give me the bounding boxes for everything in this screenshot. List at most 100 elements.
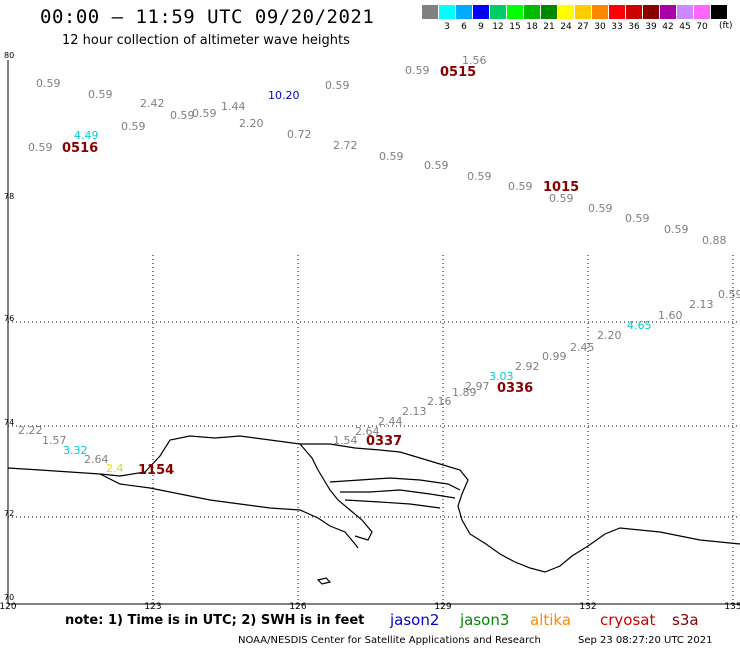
coastline-lena-delta	[299, 443, 373, 541]
legend-swatch	[609, 5, 625, 19]
legend-swatch	[626, 5, 642, 19]
wave-height-value: 0.99	[542, 350, 567, 363]
legend-label: 3	[444, 22, 450, 32]
legend-swatch	[524, 5, 540, 19]
legend-swatch	[473, 5, 489, 19]
legend-label: 30	[594, 22, 606, 32]
wave-height-value: 3.03	[489, 370, 514, 383]
wave-height-value: 0.59	[508, 180, 533, 193]
wave-height-value: 0.59	[549, 192, 574, 205]
legend-label: 36	[628, 22, 640, 32]
wave-height-value: 0.59	[170, 109, 195, 122]
wave-height-value: 2.45	[570, 341, 595, 354]
wave-height-value: 2.92	[515, 360, 540, 373]
pass-time: 0516	[62, 141, 98, 156]
legend-label: 21	[543, 22, 555, 32]
legend-swatch	[541, 5, 557, 19]
coastline-mainland	[7, 435, 740, 573]
legend-swatch	[592, 5, 608, 19]
wave-height-value: 0.59	[28, 141, 53, 154]
lat-label: 76	[4, 314, 14, 323]
lat-label: 78	[4, 192, 14, 201]
credit-line: NOAA/NESDIS Center for Satellite Applica…	[238, 635, 541, 646]
wave-height-value: 0.59	[467, 170, 492, 183]
wave-height-value: 2.20	[239, 117, 264, 130]
wave-height-value: 1.56	[462, 54, 487, 67]
lat-label: 80	[4, 51, 14, 60]
wave-height-value: 2.64	[355, 425, 380, 438]
satellite-cryosat: cryosat	[600, 611, 656, 629]
legend-label: 42	[662, 22, 674, 32]
legend-label: 12	[492, 22, 504, 32]
wave-height-value: 2.20	[597, 329, 622, 342]
pass-time: 0337	[366, 434, 402, 449]
wave-height-value: 0.59	[718, 288, 740, 301]
legend-swatch	[677, 5, 693, 19]
wave-height-value: 0.59	[88, 88, 113, 101]
wave-height-value: 2.22	[18, 424, 43, 437]
wave-height-value: 0.59	[192, 107, 217, 120]
wave-height-value: 0.59	[424, 159, 449, 172]
wave-height-value: 1.54	[333, 434, 358, 447]
legend-swatch	[660, 5, 676, 19]
map-title: 00:00 – 11:59 UTC 09/20/2021	[40, 6, 375, 28]
wave-height-value: 0.59	[664, 223, 689, 236]
satellite-jason3: jason3	[460, 611, 510, 629]
pass-time: 1154	[138, 463, 174, 478]
wave-height-value: 0.59	[588, 202, 613, 215]
pass-time-labels: 0516 0515 1015 0336 0337 1154	[62, 65, 579, 478]
lat-label: 74	[4, 418, 14, 427]
coastline-bay-inner	[329, 477, 461, 509]
legend-label: 45	[679, 22, 691, 32]
footer-note: note: 1) Time is in UTC; 2) SWH is in fe…	[65, 613, 365, 628]
wave-height-value: 10.20	[268, 89, 300, 102]
wave-height-value: 2.97	[465, 380, 490, 393]
map-subtitle: 12 hour collection of altimeter wave hei…	[62, 33, 350, 48]
legend-label: 39	[645, 22, 657, 32]
satellite-altika: altika	[530, 611, 572, 629]
wave-height-value: 2.42	[140, 97, 165, 110]
legend-label: 27	[577, 22, 589, 32]
wave-height-value: 1.89	[452, 386, 477, 399]
lon-label: 129	[434, 602, 451, 612]
wave-height-value: 0.59	[325, 79, 350, 92]
legend-label: 15	[509, 22, 521, 32]
lat-label: 70	[4, 593, 14, 602]
wave-height-value: 1.57	[42, 434, 67, 447]
legend-label: 70	[696, 22, 708, 32]
wave-height-value: 2.44	[378, 415, 403, 428]
wave-height-value: 2.72	[333, 139, 358, 152]
wave-height-value: 0.59	[379, 150, 404, 163]
legend-swatch	[558, 5, 574, 19]
pass-time: 0515	[440, 65, 476, 80]
legend-label: 33	[611, 22, 623, 32]
wave-height-value: 1.44	[221, 100, 246, 113]
wave-height-value: 4.65	[627, 319, 652, 332]
lon-label: 120	[0, 602, 17, 612]
legend-label: 9	[478, 22, 484, 32]
pass-time: 1015	[543, 180, 579, 195]
lon-label: 132	[579, 602, 596, 612]
wave-height-value: 0.72	[287, 128, 312, 141]
coastline	[7, 435, 740, 585]
wave-height-value: 2.13	[689, 298, 714, 311]
lon-label: 135	[724, 602, 740, 612]
legend-swatch	[490, 5, 506, 19]
wave-height-labels: 0.590.592.420.590.591.4410.200.590.591.5…	[18, 54, 740, 475]
coastline-island	[316, 577, 332, 585]
legend-swatch	[711, 5, 727, 19]
legend-label: 24	[560, 22, 572, 32]
wave-height-value: 0.59	[121, 120, 146, 133]
wave-height-value: 2.4	[106, 462, 124, 475]
legend-swatch	[456, 5, 472, 19]
legend-label: 18	[526, 22, 538, 32]
wave-height-value: 2.13	[402, 405, 427, 418]
satellite-jason2: jason2	[390, 611, 440, 629]
legend-swatch	[694, 5, 710, 19]
wave-height-value: 0.88	[702, 234, 727, 247]
pass-time: 0336	[497, 381, 533, 396]
wave-height-value: 4.49	[74, 129, 99, 142]
legend-swatch	[643, 5, 659, 19]
legend-label: 6	[461, 22, 467, 32]
